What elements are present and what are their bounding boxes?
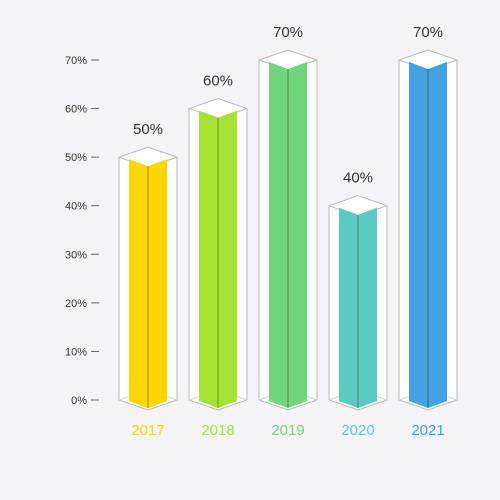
bar-fill (199, 110, 237, 409)
x-tick-label-2017: 2017 (131, 422, 164, 439)
y-tick-label: 0% (71, 395, 87, 407)
y-tick-label: 50% (65, 152, 87, 164)
data-label-2017: 50% (133, 121, 163, 138)
data-label-2019: 70% (273, 24, 303, 41)
bar-fill (129, 159, 167, 408)
x-tick-label-2020: 2020 (341, 422, 374, 439)
x-tick-label-2021: 2021 (411, 422, 444, 439)
bar-2018 (188, 98, 248, 411)
bar-fill (409, 62, 447, 408)
bar-fill (269, 62, 307, 408)
bar-2017 (118, 146, 178, 411)
x-axis: 2017 2018 2019 2020 2021 (131, 422, 444, 439)
x-tick-label-2018: 2018 (201, 422, 234, 439)
data-label-2020: 40% (343, 170, 373, 187)
y-tick-label: 40% (65, 201, 87, 213)
data-label-2021: 70% (413, 24, 443, 41)
y-axis: 0% 10% 20% 30% 40% 50% 60% 70% (65, 55, 99, 407)
bar-2019 (258, 49, 318, 411)
x-tick-label-2019: 2019 (271, 422, 304, 439)
y-tick-label: 20% (65, 298, 87, 310)
bar-fill (339, 207, 377, 408)
bars (118, 49, 458, 411)
bar-2021 (398, 49, 458, 411)
y-tick-label: 10% (65, 346, 87, 358)
bar-2020 (328, 195, 388, 411)
y-tick-label: 70% (65, 55, 87, 67)
data-labels: 50% 60% 70% 40% 70% (133, 24, 443, 187)
y-tick-label: 30% (65, 249, 87, 261)
data-label-2018: 60% (203, 73, 233, 90)
y-tick-label: 60% (65, 104, 87, 116)
